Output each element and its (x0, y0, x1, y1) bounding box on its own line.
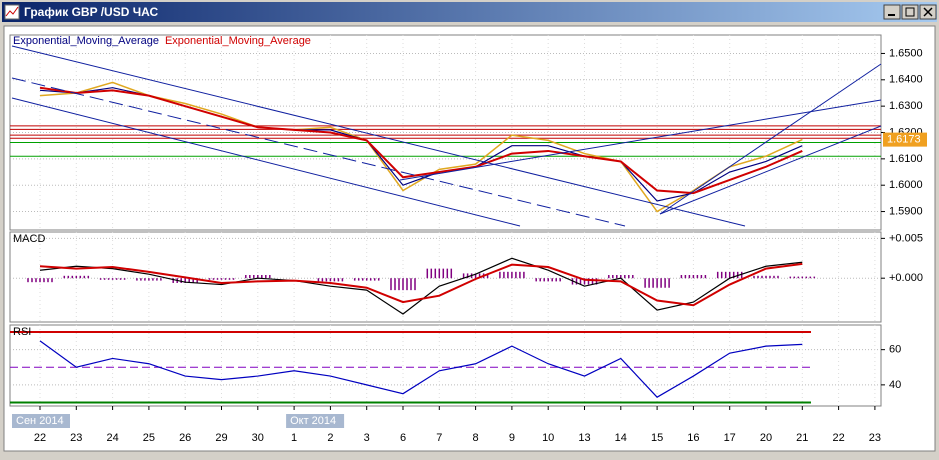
y-tick-label: 40 (889, 379, 901, 391)
y-tick-label: +0.005 (889, 232, 923, 244)
window-title: График GBP /USD ЧАС (24, 5, 158, 19)
y-tick-label: 1.6100 (889, 153, 923, 165)
x-tick-label: 22 (832, 432, 844, 444)
window-buttons (883, 4, 937, 20)
last-price-box (883, 132, 927, 147)
x-tick-label: 24 (106, 432, 118, 444)
x-tick-label: 7 (436, 432, 442, 444)
x-tick-label: 26 (179, 432, 191, 444)
x-tick-label: 14 (615, 432, 627, 444)
last-price-label: 1.6173 (887, 134, 921, 146)
month-label-box (286, 414, 345, 428)
x-tick-label: 1 (291, 432, 297, 444)
trend-line (11, 77, 626, 227)
panel (9, 231, 882, 323)
x-tick-label: 29 (215, 432, 227, 444)
x-tick-label: 23 (70, 432, 82, 444)
y-tick-label: +0.000 (889, 272, 923, 284)
series-line (39, 262, 803, 307)
legend-entry: Exponential_Moving_Average (165, 35, 311, 47)
window-icon-glyph (5, 6, 19, 17)
y-tick-label: 1.5900 (889, 205, 923, 217)
panel-title: MACD (13, 233, 45, 245)
series-line (39, 340, 803, 398)
x-tick-label: 8 (473, 432, 479, 444)
trend-line (11, 45, 746, 227)
x-tick-label: 17 (724, 432, 736, 444)
trend-line (659, 63, 882, 215)
panel (9, 324, 882, 407)
close-glyph (923, 7, 933, 17)
x-tick-label: 22 (34, 432, 46, 444)
window-icon (4, 4, 20, 20)
minimize-button[interactable] (883, 4, 901, 20)
y-tick-label: 1.6500 (889, 47, 923, 59)
x-tick-label: 20 (760, 432, 772, 444)
trend-line (659, 125, 882, 215)
series-line (39, 257, 803, 315)
series-line (39, 81, 803, 213)
month-label: Окт 2014 (290, 415, 336, 427)
y-tick-label: 1.6000 (889, 179, 923, 191)
x-tick-label: 23 (869, 432, 881, 444)
x-tick-label: 30 (252, 432, 264, 444)
x-tick-label: 6 (400, 432, 406, 444)
month-label: Сен 2014 (16, 415, 64, 427)
y-tick-label: 60 (889, 344, 901, 356)
y-tick-label: 1.6300 (889, 100, 923, 112)
panel-title: RSI (13, 326, 31, 338)
trend-line (11, 97, 521, 227)
charts: 1.65001.64001.63001.62001.61001.60001.59… (9, 34, 927, 444)
trend-line (399, 99, 882, 181)
series-line (39, 86, 803, 195)
title-bar (2, 2, 937, 22)
x-tick-label: 16 (687, 432, 699, 444)
x-tick-label: 9 (509, 432, 515, 444)
x-tick-label: 21 (796, 432, 808, 444)
y-tick-label: 1.6400 (889, 74, 923, 86)
x-tick-label: 13 (578, 432, 590, 444)
trend-lines (11, 45, 882, 227)
x-tick-label: 3 (364, 432, 370, 444)
month-label-box (12, 414, 70, 428)
x-tick-label: 15 (651, 432, 663, 444)
maximize-glyph (905, 7, 915, 17)
x-tick-label: 25 (143, 432, 155, 444)
x-tick-label: 2 (327, 432, 333, 444)
x-tick-label: 10 (542, 432, 554, 444)
maximize-button[interactable] (901, 4, 919, 20)
legend-entry: Exponential_Moving_Average (13, 35, 159, 47)
